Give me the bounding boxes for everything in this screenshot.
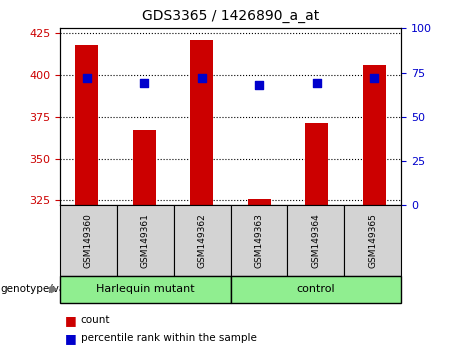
Text: ■: ■ [65,314,76,327]
Bar [76,45,98,205]
Point [370,75,378,81]
Text: GSM149365: GSM149365 [368,213,377,268]
Text: count: count [81,315,110,325]
Point [83,75,91,81]
Point [141,80,148,86]
Text: GSM149364: GSM149364 [311,213,320,268]
Text: GSM149361: GSM149361 [141,213,150,268]
Text: GSM149362: GSM149362 [198,213,207,268]
Bar [133,130,156,205]
Text: GSM149363: GSM149363 [254,213,263,268]
Bar [190,40,213,205]
Text: control: control [296,284,335,295]
Point [198,75,206,81]
Text: Harlequin mutant: Harlequin mutant [96,284,195,295]
Text: genotype/variation: genotype/variation [0,284,100,295]
Point [255,82,263,88]
Text: ■: ■ [65,332,76,344]
Bar [363,65,385,205]
Point [313,80,320,86]
Text: percentile rank within the sample: percentile rank within the sample [81,333,257,343]
Bar [305,124,328,205]
Bar [248,199,271,205]
Text: GSM149360: GSM149360 [84,213,93,268]
Text: GDS3365 / 1426890_a_at: GDS3365 / 1426890_a_at [142,9,319,23]
